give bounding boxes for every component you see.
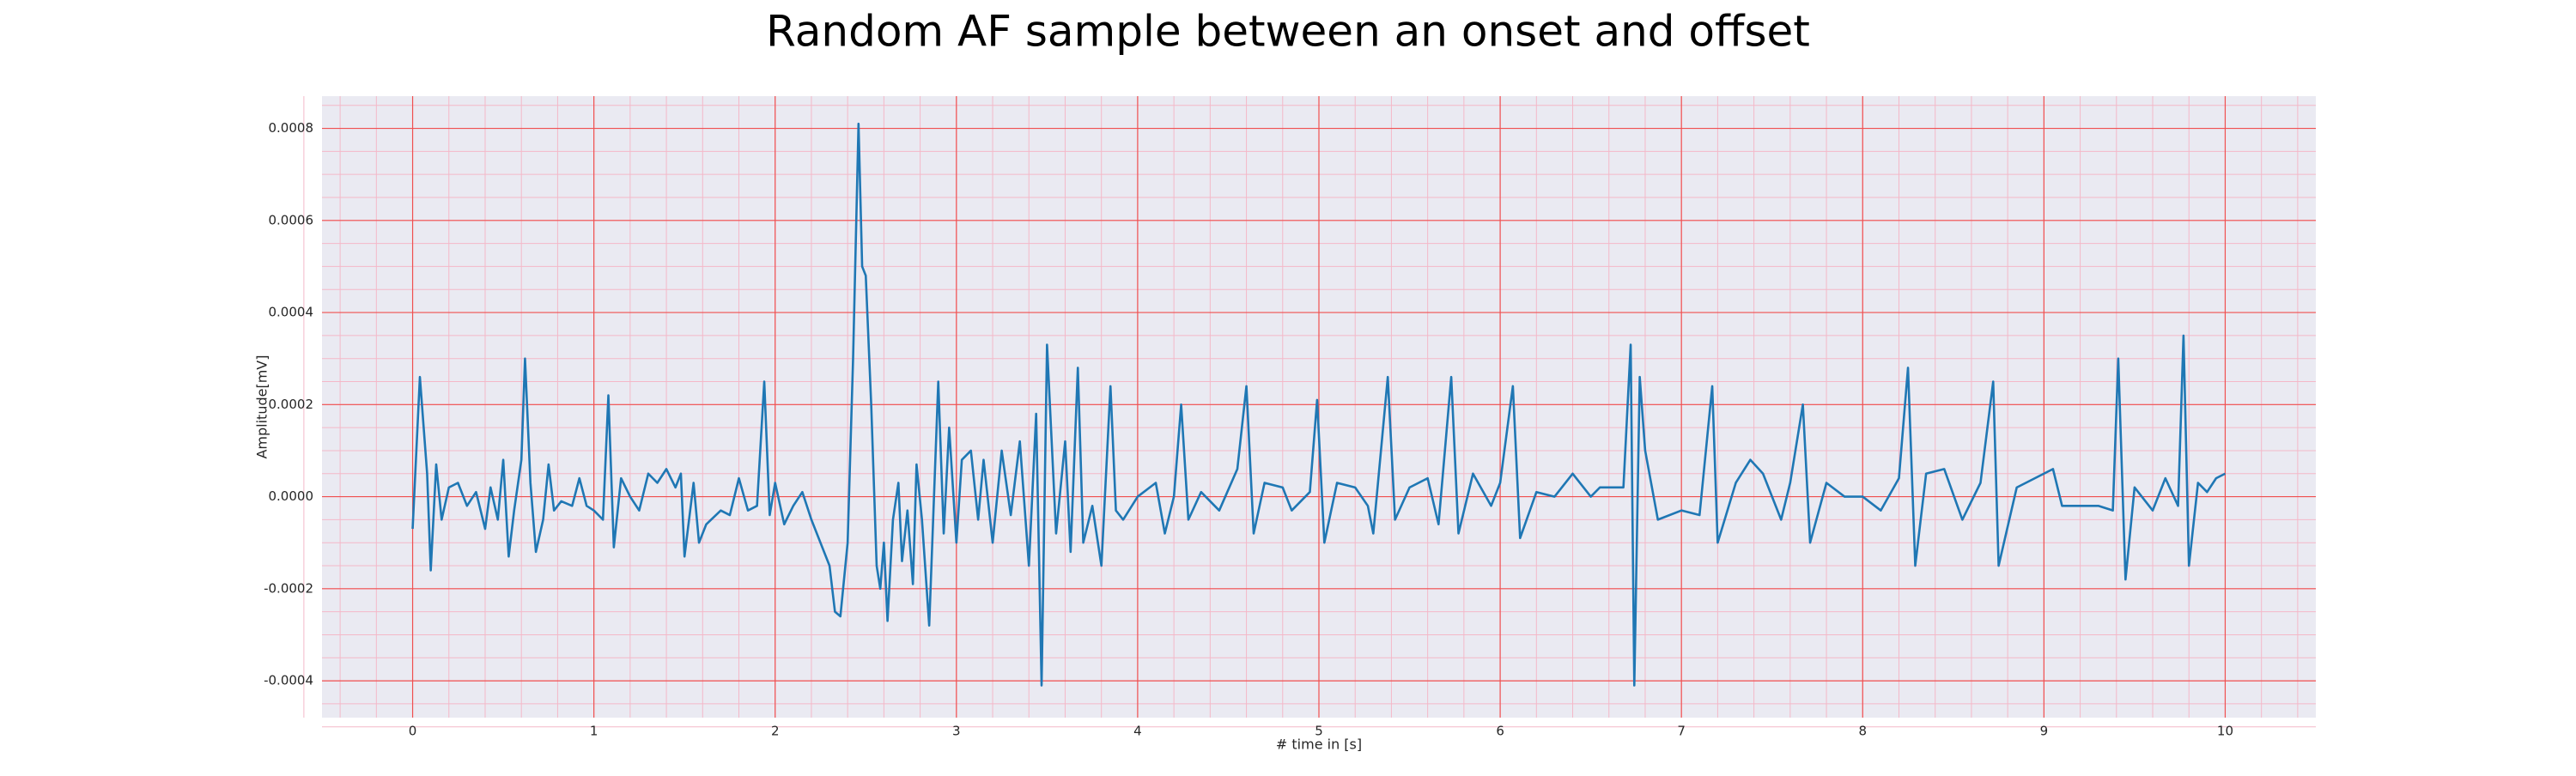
y-tick-label: 0.0000 (269, 488, 314, 504)
x-tick-label: 0 (409, 724, 417, 739)
y-tick-label: -0.0004 (264, 673, 313, 688)
x-tick-label: 4 (1133, 724, 1142, 739)
x-tick-label: 7 (1677, 724, 1686, 739)
x-tick-label: 1 (590, 724, 598, 739)
x-tick-label: 5 (1315, 724, 1323, 739)
y-tick-label: 0.0002 (269, 397, 314, 412)
y-tick-label: 0.0008 (269, 120, 314, 136)
chart-title: Random AF sample between an onset and of… (766, 7, 1810, 57)
x-tick-label: 6 (1496, 724, 1504, 739)
y-tick-label: 0.0004 (269, 305, 314, 320)
x-tick-label: 3 (952, 724, 961, 739)
y-tick-label: 0.0006 (269, 212, 314, 227)
x-tick-label: 2 (771, 724, 780, 739)
signal-line (411, 122, 2227, 687)
y-tick-label: -0.0002 (264, 580, 313, 596)
x-tick-label: 9 (2040, 724, 2049, 739)
y-axis-label: Amplitude[mV] (254, 355, 270, 458)
x-axis-label: # time in [s] (1276, 737, 1362, 753)
x-tick-label: 8 (1858, 724, 1867, 739)
x-tick-label: 10 (2217, 724, 2233, 739)
